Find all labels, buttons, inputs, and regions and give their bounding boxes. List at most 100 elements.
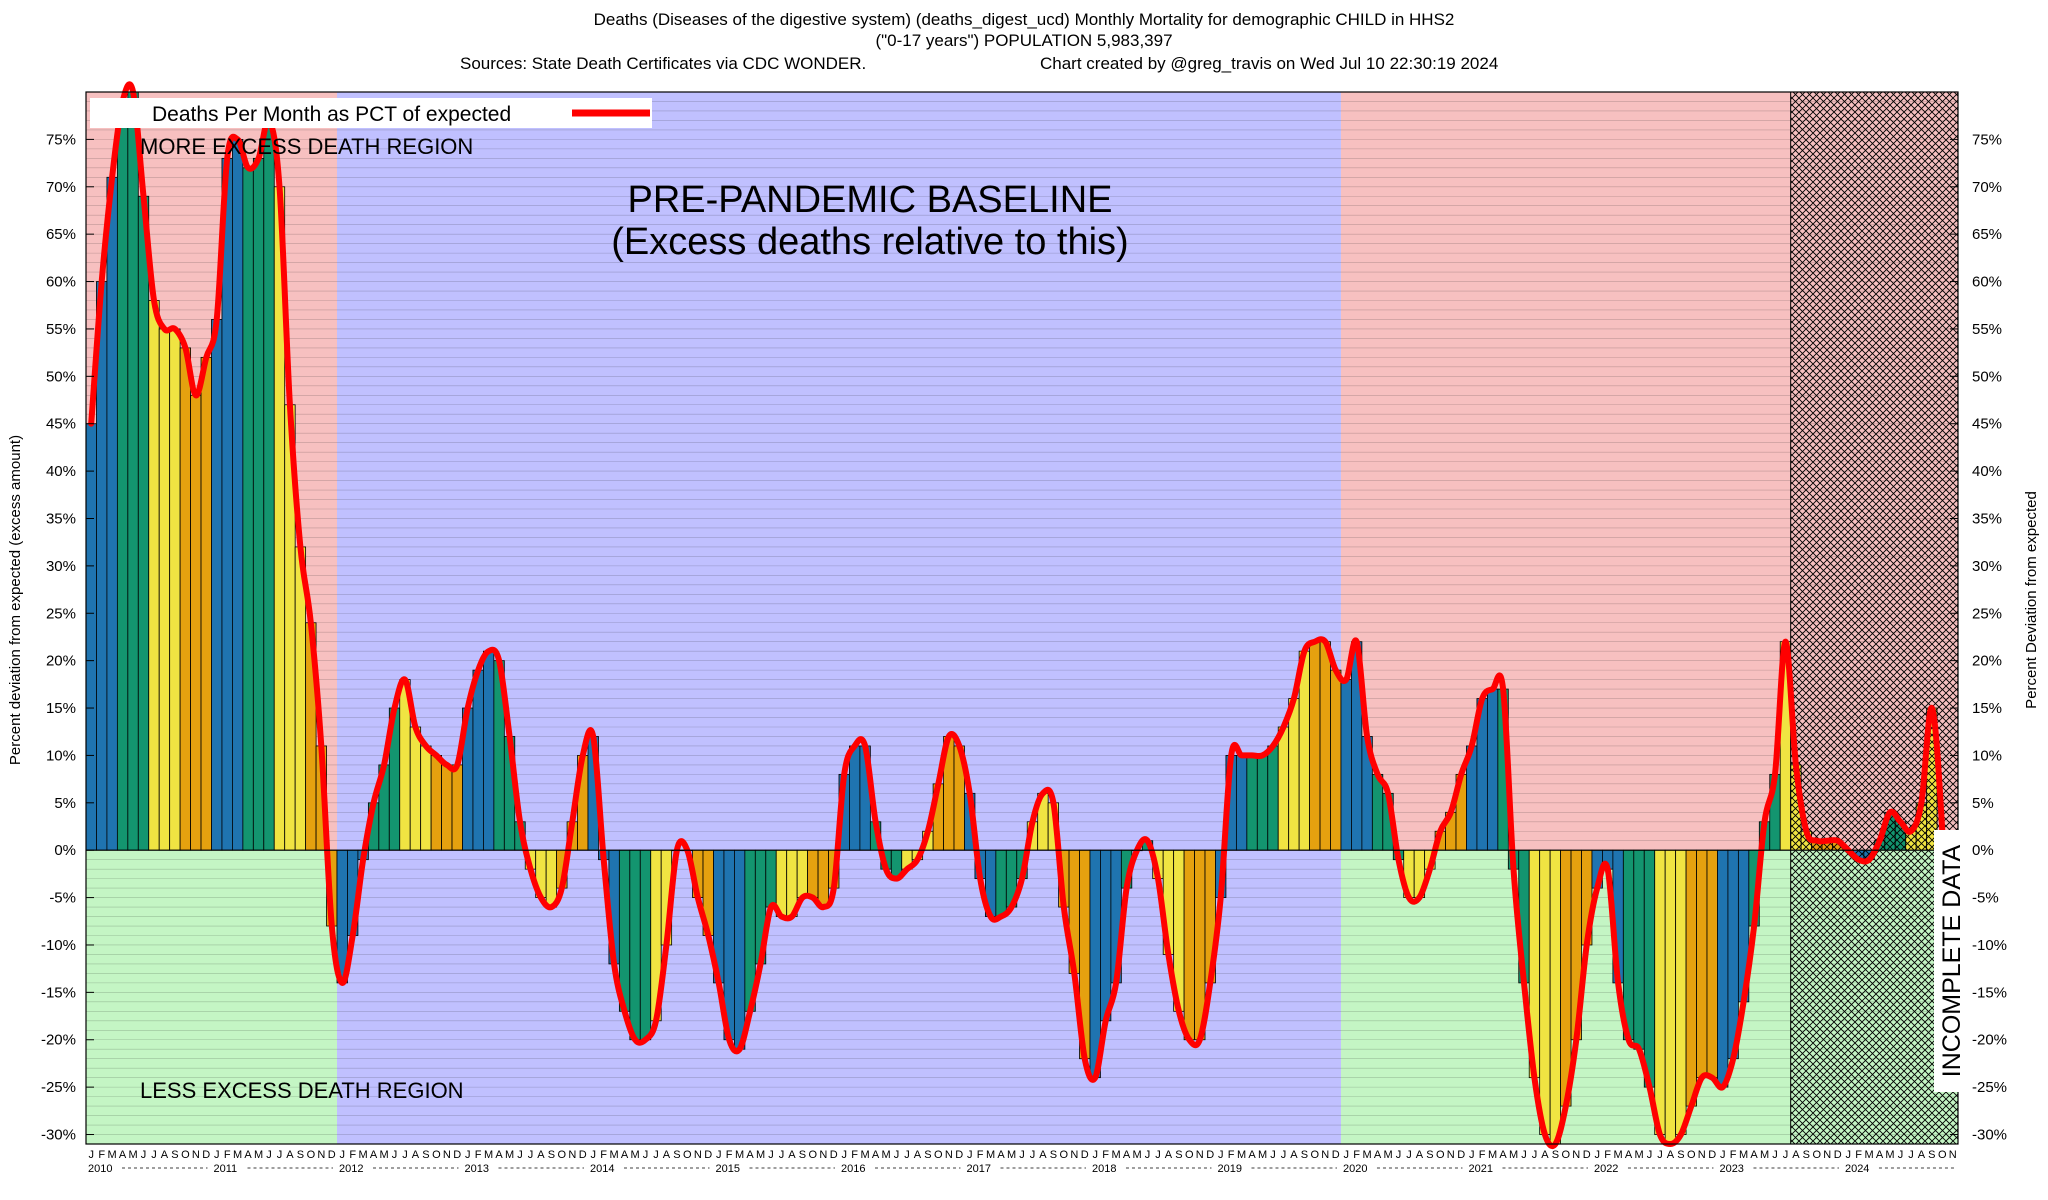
x-tick-label: A [914,1149,922,1161]
incomplete-label: INCOMPLETE DATA [1938,844,1966,1077]
x-tick-label: O [1813,1149,1822,1161]
x-tick-label: J [1772,1149,1778,1161]
bar [1717,849,1729,1088]
x-tick-label: J [841,1149,847,1161]
bar [451,764,463,851]
year-label: 2010 [88,1163,112,1175]
x-tick-label: F [600,1149,607,1161]
chart-source: Sources: State Death Certificates via CD… [460,54,866,73]
x-tick-label: J [528,1149,534,1161]
x-tick-label: S [171,1149,178,1161]
year-label: 2020 [1343,1163,1367,1175]
incomplete-data-region [1790,91,1959,1145]
baseline-label-line2: (Excess deaths relative to this) [611,221,1128,263]
x-tick-label: M [861,1149,870,1161]
x-tick-label: D [704,1149,712,1161]
x-tick-label: O [1185,1149,1194,1161]
x-tick-label: M [986,1149,995,1161]
bar [137,195,150,851]
bar [409,726,422,851]
x-tick-label: M [254,1149,263,1161]
x-tick-label: J [1783,1149,1789,1161]
bar [179,347,191,851]
x-tick-label: A [286,1149,294,1161]
x-tick-label: M [1007,1149,1016,1161]
x-tick-label: J [1396,1149,1402,1161]
bar [1685,849,1697,1107]
x-tick-label: N [1196,1149,1204,1161]
bar [1633,849,1645,1050]
x-tick-label: J [465,1149,471,1161]
x-tick-label: J [1898,1149,1904,1161]
y-tick-label-left: 0% [54,842,76,859]
x-tick-label: J [141,1149,147,1161]
x-tick-label: S [422,1149,429,1161]
x-tick-label: F [1730,1149,1737,1161]
less-excess-label: LESS EXCESS DEATH REGION [140,1078,464,1103]
year-label: 2023 [1719,1163,1743,1175]
x-tick-label: J [1030,1149,1036,1161]
x-tick-label: O [181,1149,190,1161]
bar [169,328,181,851]
chart-credit: Chart created by @greg_travis on Wed Jul… [1040,54,1498,73]
year-label: 2011 [213,1163,237,1175]
x-tick-label: A [119,1149,127,1161]
x-tick-label: O [1687,1149,1696,1161]
x-tick-label: D [1708,1149,1716,1161]
x-tick-label: O [934,1149,943,1161]
x-tick-label: J [1469,1149,1475,1161]
y-tick-label-right: 75% [1972,131,2002,148]
x-tick-label: S [1175,1149,1182,1161]
y-tick-label-left: -30% [41,1127,76,1144]
y-tick-label-right: 25% [1972,605,2002,622]
bar [1267,745,1279,851]
x-tick-label: S [1301,1149,1308,1161]
bar [1654,849,1666,1135]
x-tick-label: M [1258,1149,1267,1161]
incomplete-label-group: INCOMPLETE DATA [1934,830,1968,1092]
x-tick-label: A [1918,1149,1926,1161]
x-tick-label: N [192,1149,200,1161]
x-tick-label: D [1834,1149,1842,1161]
year-label: 2024 [1845,1163,1869,1175]
legend: Deaths Per Month as PCT of expected [90,98,652,128]
year-label: 2022 [1594,1163,1618,1175]
bar [483,650,495,851]
x-tick-label: J [1092,1149,1098,1161]
bar [1549,849,1561,1145]
x-tick-label: J [1845,1149,1851,1161]
x-tick-label: A [495,1149,503,1161]
x-tick-label: A [1165,1149,1173,1161]
x-tick-label: N [568,1149,576,1161]
x-tick-label: D [1583,1149,1591,1161]
y-tick-label-left: -25% [41,1079,76,1096]
y-tick-label-left: -5% [49,890,76,907]
chart-subtitle: ("0-17 years") POPULATION 5,983,397 [875,31,1172,50]
x-tick-label: S [1677,1149,1684,1161]
x-tick-label: J [1145,1149,1151,1161]
x-tick-label: N [317,1149,325,1161]
x-tick-label: N [1447,1149,1455,1161]
x-tick-label: O [558,1149,567,1161]
x-tick-label: J [339,1149,345,1161]
x-tick-label: M [505,1149,514,1161]
x-tick-label: J [894,1149,900,1161]
x-tick-label: D [1457,1149,1465,1161]
bar [817,849,829,908]
bar [1256,755,1269,851]
bar [232,138,244,851]
x-tick-label: A [663,1149,671,1161]
bar [420,745,432,851]
bar [211,319,223,851]
x-tick-label: N [1949,1149,1957,1161]
y-tick-label-right: 70% [1972,179,2002,196]
bar [1371,773,1384,851]
x-tick-label: J [1155,1149,1161,1161]
x-tick-label: N [1070,1149,1078,1161]
x-tick-label: N [945,1149,953,1161]
y-tick-label-right: 20% [1972,653,2002,670]
x-tick-label: F [1855,1149,1862,1161]
x-tick-label: O [1060,1149,1069,1161]
x-tick-label: O [432,1149,441,1161]
y-tick-label-left: 75% [46,131,76,148]
